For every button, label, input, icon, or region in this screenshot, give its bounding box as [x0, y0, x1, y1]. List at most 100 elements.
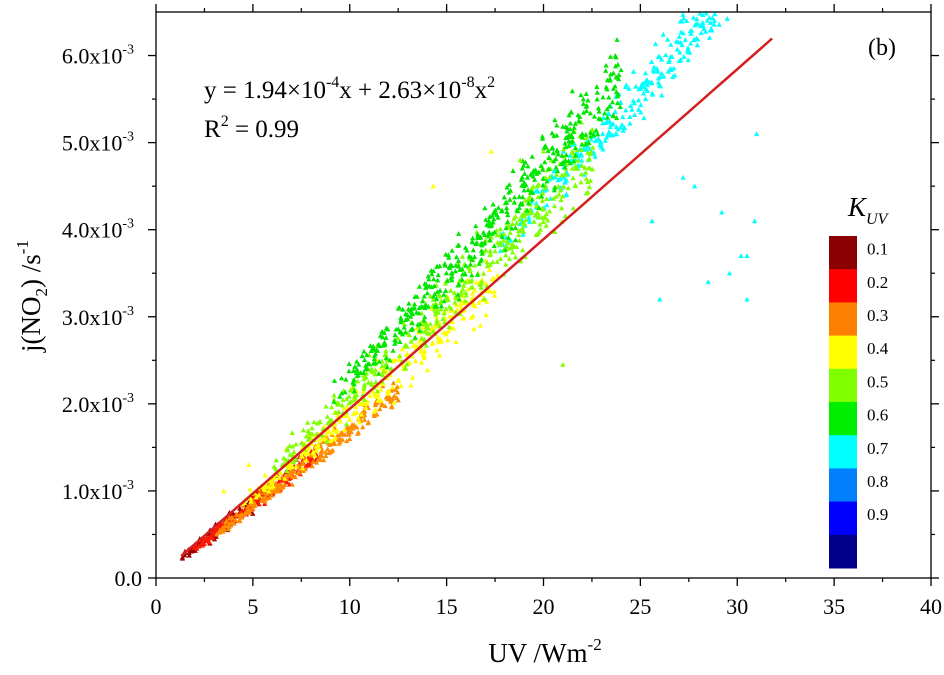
data-point — [536, 169, 542, 175]
data-point — [567, 152, 573, 158]
data-point — [433, 296, 440, 301]
data-point — [604, 114, 610, 120]
data-point — [699, 20, 705, 26]
data-point — [314, 447, 320, 453]
data-point — [660, 31, 666, 37]
data-point — [335, 401, 341, 407]
colorbar-label: 0.3 — [867, 306, 888, 325]
data-point — [426, 330, 432, 336]
x-tick-label: 35 — [823, 594, 845, 619]
panel-label: (b) — [868, 35, 896, 61]
data-point — [304, 420, 311, 425]
data-point — [542, 214, 548, 220]
data-point — [514, 220, 520, 226]
colorbar-segment — [829, 435, 857, 469]
data-point — [379, 400, 385, 406]
data-point — [574, 166, 580, 171]
data-point — [354, 358, 360, 364]
data-point — [554, 132, 560, 138]
data-point — [431, 276, 437, 282]
data-point — [537, 226, 544, 232]
data-point — [656, 82, 662, 88]
data-point — [422, 302, 428, 308]
data-point — [586, 184, 593, 190]
data-point — [578, 92, 584, 98]
data-point — [487, 248, 493, 254]
data-point — [470, 247, 476, 253]
data-point — [337, 418, 344, 424]
data-point — [509, 221, 516, 226]
data-point — [456, 278, 462, 284]
data-point — [398, 314, 404, 320]
data-point — [586, 156, 592, 162]
data-point — [620, 127, 626, 133]
data-point — [453, 295, 460, 301]
data-point — [517, 216, 523, 222]
data-point — [281, 455, 287, 461]
data-point — [615, 61, 621, 67]
y-tick-label: 2.0x10-3 — [62, 391, 134, 417]
data-point — [544, 202, 550, 208]
data-point — [546, 154, 552, 160]
data-point — [398, 317, 404, 322]
data-point — [444, 278, 451, 283]
data-point — [222, 523, 228, 528]
data-point — [331, 436, 337, 442]
data-point — [711, 17, 717, 23]
data-point — [348, 399, 354, 404]
data-point — [418, 335, 425, 341]
data-point — [326, 429, 332, 434]
data-point — [631, 100, 637, 106]
data-point — [271, 463, 277, 469]
data-point — [361, 373, 367, 378]
data-point — [655, 54, 662, 59]
data-point — [539, 133, 546, 139]
data-point — [579, 163, 585, 168]
data-point — [583, 132, 589, 137]
data-point — [455, 243, 461, 248]
data-point — [299, 465, 306, 471]
data-point — [423, 342, 429, 348]
data-point — [430, 183, 436, 189]
data-point — [427, 321, 433, 327]
x-axis: 0 5 10 15 20 25 30 35 40 — [151, 4, 942, 619]
data-point — [602, 110, 608, 116]
data-point — [445, 328, 452, 334]
data-point — [668, 41, 674, 47]
data-point — [418, 359, 425, 365]
data-point — [320, 439, 327, 444]
data-point — [575, 157, 581, 163]
data-point — [337, 435, 343, 441]
data-point — [346, 361, 352, 367]
data-point — [540, 176, 546, 181]
data-point — [569, 88, 575, 94]
data-point — [356, 361, 362, 367]
data-point — [335, 432, 341, 438]
data-point — [595, 105, 602, 111]
data-point — [426, 276, 432, 282]
data-point — [321, 457, 327, 463]
colorbar-segment — [829, 302, 857, 337]
data-point — [501, 194, 507, 200]
data-point — [615, 91, 621, 97]
data-point — [603, 62, 609, 68]
data-point — [371, 411, 377, 417]
data-point — [524, 174, 530, 180]
data-point — [503, 261, 509, 267]
data-point — [754, 131, 760, 137]
data-point — [521, 211, 527, 216]
data-point — [483, 312, 489, 318]
data-point — [526, 196, 532, 202]
data-point — [680, 12, 686, 17]
data-point — [594, 89, 600, 95]
colorbar-label: 0.6 — [867, 406, 888, 425]
scatter-points — [179, 10, 760, 561]
data-point — [402, 329, 409, 335]
data-point — [665, 68, 671, 74]
data-point — [533, 200, 539, 206]
data-point — [604, 106, 610, 112]
data-point — [417, 328, 423, 333]
data-point — [373, 401, 379, 407]
data-point — [519, 182, 525, 188]
data-point — [519, 200, 525, 206]
